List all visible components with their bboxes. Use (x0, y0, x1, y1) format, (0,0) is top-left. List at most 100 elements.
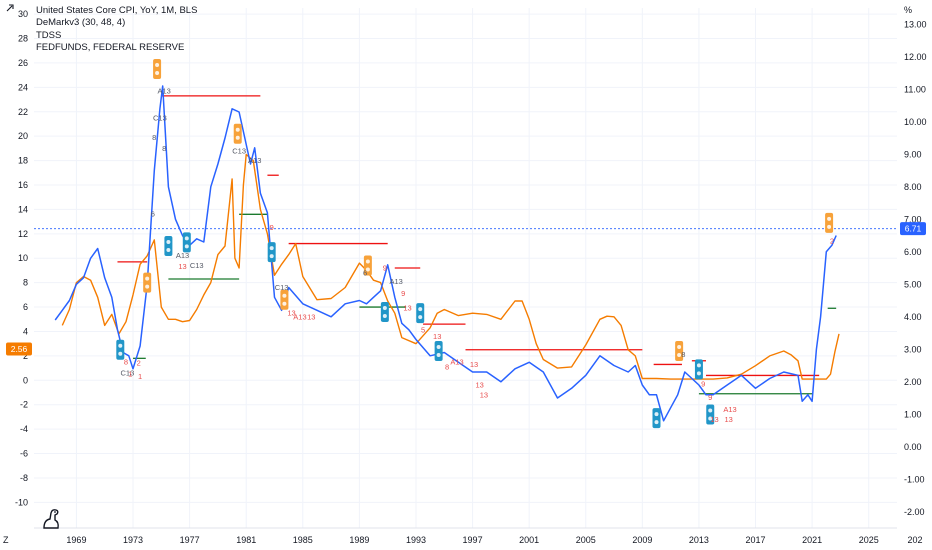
log-scale-toggle[interactable]: Z (3, 535, 9, 545)
time-axis-tick-label: 1993 (406, 535, 426, 545)
left-axis-tick-label: 4 (23, 326, 28, 336)
right-axis-unit: % (904, 5, 912, 15)
signal-layer (116, 59, 834, 429)
td-count-label: 13 (433, 332, 441, 341)
time-axis[interactable]: 1969 1973 1977 1981 1985 1989 1993 1997 2001 2005… (66, 535, 922, 545)
td-count-label: A13 (723, 405, 736, 414)
price-tags: 6.71 2.56 (6, 222, 926, 356)
td-count-label: 13 (178, 262, 186, 271)
td-count-label: A13 (293, 312, 306, 321)
sell-signal-marker[interactable] (280, 289, 289, 310)
td-count-label: 1 (138, 372, 142, 381)
left-axis-tick-label: 10 (18, 253, 28, 263)
legend-demark-indicator[interactable]: DeMarkv3 (30, 48, 4) (36, 17, 126, 29)
left-axis-tick-label: 12 (18, 229, 28, 239)
td-count-label: 13 (475, 381, 483, 390)
time-axis-tick-label: 2017 (746, 535, 766, 545)
td-count-label: 8 (445, 362, 449, 371)
left-axis-tick-label: 20 (18, 131, 28, 141)
time-axis-tick-label: 2009 (632, 535, 652, 545)
buy-signal-marker[interactable] (267, 242, 276, 263)
right-axis-tick-label: 1.00 (904, 409, 922, 419)
td-count-label: 13 (307, 312, 315, 321)
buy-signal-marker[interactable] (116, 339, 125, 360)
time-axis-tick-label: 2021 (802, 535, 822, 545)
buy-signal-marker[interactable] (380, 301, 389, 322)
right-axis-tick-label: 13.00 (904, 19, 927, 29)
grid (34, 8, 897, 529)
buy-signal-marker[interactable] (164, 236, 173, 257)
sell-signal-marker[interactable] (363, 255, 372, 276)
legend-main-series[interactable]: United States Core CPI, YoY, 1M, BLS (36, 5, 198, 16)
buy-signal-marker[interactable] (434, 341, 443, 362)
left-axis-tick-label: 14 (18, 204, 28, 214)
left-axis-tick-label: -10 (15, 497, 28, 507)
td-count-label: 9 (708, 393, 712, 402)
td-count-label: 8 (124, 357, 128, 366)
left-axis-tick-label: 2 (23, 351, 28, 361)
td-count-label: 13 (287, 309, 295, 318)
chart-legend: United States Core CPI, YoY, 1M, BLS DeM… (36, 5, 197, 55)
time-axis-tick-label: 202 (907, 535, 922, 545)
right-axis-tick-label: -2.00 (904, 507, 925, 517)
left-axis-tick-label: 16 (18, 180, 28, 190)
left-axis-tick-label: 0 (23, 375, 28, 385)
td-count-label: 8 (162, 144, 166, 153)
td-count-label: A13 (157, 86, 170, 95)
td-count-label: A13 (248, 156, 261, 165)
buy-signal-marker[interactable] (182, 232, 191, 253)
td-count-label: 13 (724, 415, 732, 424)
time-axis-tick-label: 1997 (463, 535, 483, 545)
svg-text:2.56: 2.56 (11, 344, 28, 354)
buy-signal-marker[interactable] (416, 303, 425, 324)
td-count-label: 9 (383, 263, 387, 272)
td-count-label: 13 (480, 390, 488, 399)
left-axis-tick-label: -6 (20, 449, 28, 459)
time-axis-tick-label: 2005 (576, 535, 596, 545)
left-axis-tick-label: -8 (20, 473, 28, 483)
right-axis-tick-label: 4.00 (904, 312, 922, 322)
legend-fedfunds-series[interactable]: FEDFUNDS, FEDERAL RESERVE (36, 42, 185, 54)
td-count-label: C13 (275, 283, 289, 292)
buy-signal-marker[interactable] (706, 404, 715, 425)
time-axis-tick-label: 2025 (859, 535, 879, 545)
legend-tdss-indicator[interactable]: TDSS (36, 29, 62, 41)
time-axis-tick-label: 1985 (293, 535, 313, 545)
right-axis-tick-label: 7.00 (904, 214, 922, 224)
time-axis-tick-label: 1973 (123, 535, 143, 545)
td-count-label: C13 (232, 146, 246, 155)
td-count-label: 8 (152, 133, 156, 142)
buy-signal-marker[interactable] (694, 359, 703, 380)
sell-signal-marker[interactable] (153, 59, 162, 80)
sell-signal-marker[interactable] (675, 341, 684, 362)
right-axis-tick-label: 3.00 (904, 344, 922, 354)
td-count-label: C13 (190, 261, 204, 270)
right-axis-tick-label: 5.00 (904, 279, 922, 289)
right-axis-tick-label: 2.00 (904, 377, 922, 387)
price-tag-right: 6.71 (900, 222, 926, 236)
time-axis-tick-label: 2013 (689, 535, 709, 545)
time-axis-tick-label: 1969 (66, 535, 86, 545)
top-left-tool-icon[interactable] (6, 4, 14, 12)
td-count-label: 9 (701, 379, 705, 388)
time-axis-tick-label: 1989 (349, 535, 369, 545)
sell-signal-marker[interactable] (143, 272, 152, 293)
td-count-label: 13 (403, 304, 411, 313)
td-count-label: 1 (128, 370, 132, 379)
right-axis-tick-label: 6.00 (904, 247, 922, 257)
right-axis-tick-label: -1.00 (904, 474, 925, 484)
time-axis-tick-label: 2001 (519, 535, 539, 545)
buy-signal-marker[interactable] (652, 408, 661, 429)
left-axis-tick-label: 30 (18, 9, 28, 19)
td-count-label: 2 (830, 237, 834, 246)
right-price-axis[interactable]: 13.00 12.00 11.00 10.00 9.00 8.00 7.00 6.00 5.00… (904, 19, 927, 517)
sell-signal-marker[interactable] (233, 123, 242, 144)
right-axis-tick-label: 0.00 (904, 442, 922, 452)
td-count-label: 5 (421, 326, 425, 335)
cpi-series-line[interactable] (54, 85, 837, 422)
sell-signal-marker[interactable] (825, 212, 834, 233)
td-count-label: 2 (137, 359, 141, 368)
time-axis-tick-label: 1977 (180, 535, 200, 545)
